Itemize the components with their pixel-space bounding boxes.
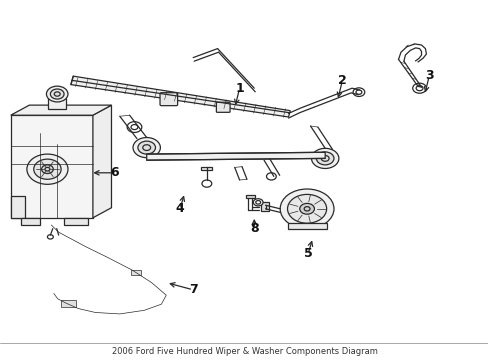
Polygon shape (146, 152, 325, 160)
Text: 2: 2 (337, 75, 346, 87)
Text: 4: 4 (175, 202, 184, 215)
Polygon shape (11, 196, 25, 218)
Circle shape (127, 122, 142, 132)
Polygon shape (287, 223, 326, 229)
Polygon shape (20, 218, 40, 225)
Circle shape (47, 235, 53, 239)
Circle shape (316, 152, 333, 165)
Circle shape (138, 141, 155, 154)
Polygon shape (71, 76, 290, 117)
Text: 7: 7 (188, 283, 197, 296)
Circle shape (34, 159, 61, 179)
FancyBboxPatch shape (130, 270, 141, 275)
FancyBboxPatch shape (216, 102, 229, 112)
Circle shape (266, 173, 276, 180)
Circle shape (287, 194, 326, 223)
Polygon shape (11, 105, 111, 115)
Polygon shape (93, 105, 111, 218)
FancyBboxPatch shape (61, 300, 76, 307)
FancyBboxPatch shape (160, 93, 177, 106)
Text: 1: 1 (235, 82, 244, 95)
Circle shape (202, 180, 211, 187)
Circle shape (352, 88, 364, 96)
Text: 3: 3 (424, 69, 433, 82)
Polygon shape (245, 195, 254, 198)
Polygon shape (48, 98, 66, 109)
Circle shape (311, 148, 338, 168)
Circle shape (46, 86, 68, 102)
Circle shape (253, 199, 263, 206)
Text: 6: 6 (110, 166, 119, 179)
Circle shape (133, 138, 160, 158)
Circle shape (280, 189, 333, 229)
Circle shape (412, 83, 426, 93)
Circle shape (299, 203, 314, 214)
Polygon shape (11, 115, 93, 218)
Circle shape (27, 154, 68, 184)
Circle shape (50, 89, 64, 99)
Text: 2006 Ford Five Hundred Wiper & Washer Components Diagram: 2006 Ford Five Hundred Wiper & Washer Co… (111, 347, 377, 356)
Polygon shape (260, 202, 268, 211)
Polygon shape (201, 167, 212, 170)
Polygon shape (63, 218, 88, 225)
Circle shape (41, 165, 53, 174)
Text: 5: 5 (303, 247, 312, 260)
Text: 8: 8 (249, 222, 258, 235)
